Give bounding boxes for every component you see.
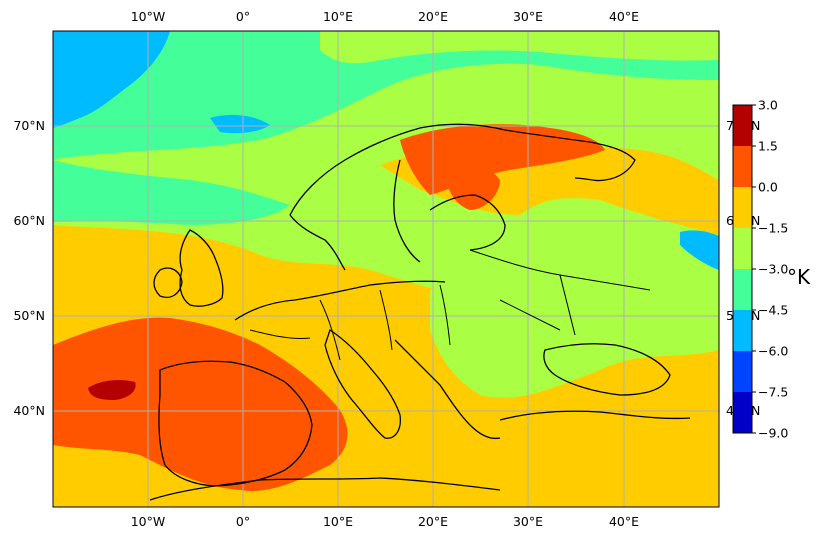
coastline-scandinavia [289,123,636,271]
field-band-minus6-minus4.5-patch [210,114,270,134]
coastline-africa [149,477,501,501]
coastline-britain [179,229,224,307]
lon-tick-top-1: 0° [236,9,250,24]
colorbar-swatch-4 [733,269,752,311]
colorbar-tick-label-4: −3.0 [758,262,788,277]
coastline-black-sea [543,343,671,396]
colorbar-swatch-3 [733,228,752,270]
colorbar-tick-label-8: −9.0 [758,426,788,441]
lat-tick-left-1: 60°N [13,213,45,228]
field-band-0-1.5-finland [445,163,500,210]
colorbar-swatch-2 [733,187,752,229]
colorbar: 3.0 1.5 0.0 −1.5 −3.0 −4.5 −6.0 −7.5 −9.0 °K [732,98,811,441]
colorbar-swatch-6 [733,351,752,393]
colorbar-swatch-1 [733,146,752,188]
colorbar-unit-label: °K [787,265,811,289]
colorbar-swatch-0 [733,105,752,147]
field-band-1.5-3-iberia [88,380,136,400]
field-band-0-1.5-iberia [53,317,348,491]
lat-ticks-left: 70°N 60°N 50°N 40°N [13,118,45,418]
colorbar-swatch-5 [733,310,752,352]
lon-tick-top-0: 10°W [131,9,166,24]
lat-tick-left-3: 40°N [13,403,45,418]
lon-tick-bottom-3: 20°E [418,514,448,529]
country-borders [249,249,651,361]
coastline-iberia [158,360,313,487]
lon-tick-top-4: 30°E [513,9,543,24]
contour-fill [53,31,719,507]
lat-tick-right-0: 7 [726,118,734,133]
lat-tick-right-2: 5 [726,308,734,323]
coastlines [149,123,691,501]
lat-ticks-right: 7 N 6 N 5 N 4 N [726,118,760,418]
colorbar-swatches [733,105,752,434]
colorbar-tick-label-0: 3.0 [758,98,778,113]
lon-ticks-top: 10°W 0° 10°E 20°E 30°E 40°E [131,9,639,24]
coastline-balkans [394,339,501,440]
colorbar-tick-label-6: −6.0 [758,344,788,359]
lat-tick-right-1-suffix: N [751,213,760,228]
colorbar-tick-label-2: 0.0 [758,180,778,195]
lon-tick-bottom-1: 0° [236,514,250,529]
lat-tick-right-1: 6 [726,213,734,228]
field-band-minus4.5-minus3-west [53,160,290,225]
lat-tick-right-2-suffix: N [751,308,760,323]
coastline-turkey [499,410,691,421]
lat-tick-right-3-suffix: N [751,403,760,418]
colorbar-tick-label-5: −4.5 [758,303,788,318]
coastline-italy [324,328,401,439]
coastline-continent [234,280,446,321]
coastline-baltic [393,159,506,263]
field-band-minus6-minus4.5-arctic [53,31,170,128]
coastline-ireland [153,267,183,298]
lat-tick-left-2: 50°N [13,308,45,323]
colorbar-tick-label-7: −7.5 [758,385,788,400]
colorbar-tick-label-3: −1.5 [758,221,788,236]
lat-tick-right-3: 4 [726,403,734,418]
lon-tick-bottom-5: 40°E [609,514,639,529]
lat-tick-left-0: 70°N [13,118,45,133]
lon-tick-bottom-4: 30°E [513,514,543,529]
lat-tick-right-0-suffix: N [751,118,760,133]
field-band-minus6-minus4.5-east [680,230,719,270]
gridlines [53,31,719,507]
lon-tick-top-3: 20°E [418,9,448,24]
field-band-minus3-minus1.5-east [430,250,719,398]
map-frame [52,30,720,508]
lon-tick-top-2: 10°E [323,9,353,24]
colorbar-tick-label-1: 1.5 [758,139,778,154]
colorbar-swatch-7 [733,392,752,434]
field-band-minus3-minus1.5-arctic [320,31,719,64]
lon-tick-bottom-0: 10°W [131,514,166,529]
colorbar-ticks: 3.0 1.5 0.0 −1.5 −3.0 −4.5 −6.0 −7.5 −9.0 [752,98,788,441]
lon-tick-top-5: 40°E [609,9,639,24]
lon-ticks-bottom: 10°W 0° 10°E 20°E 30°E 40°E [131,514,639,529]
lon-tick-bottom-2: 10°E [323,514,353,529]
